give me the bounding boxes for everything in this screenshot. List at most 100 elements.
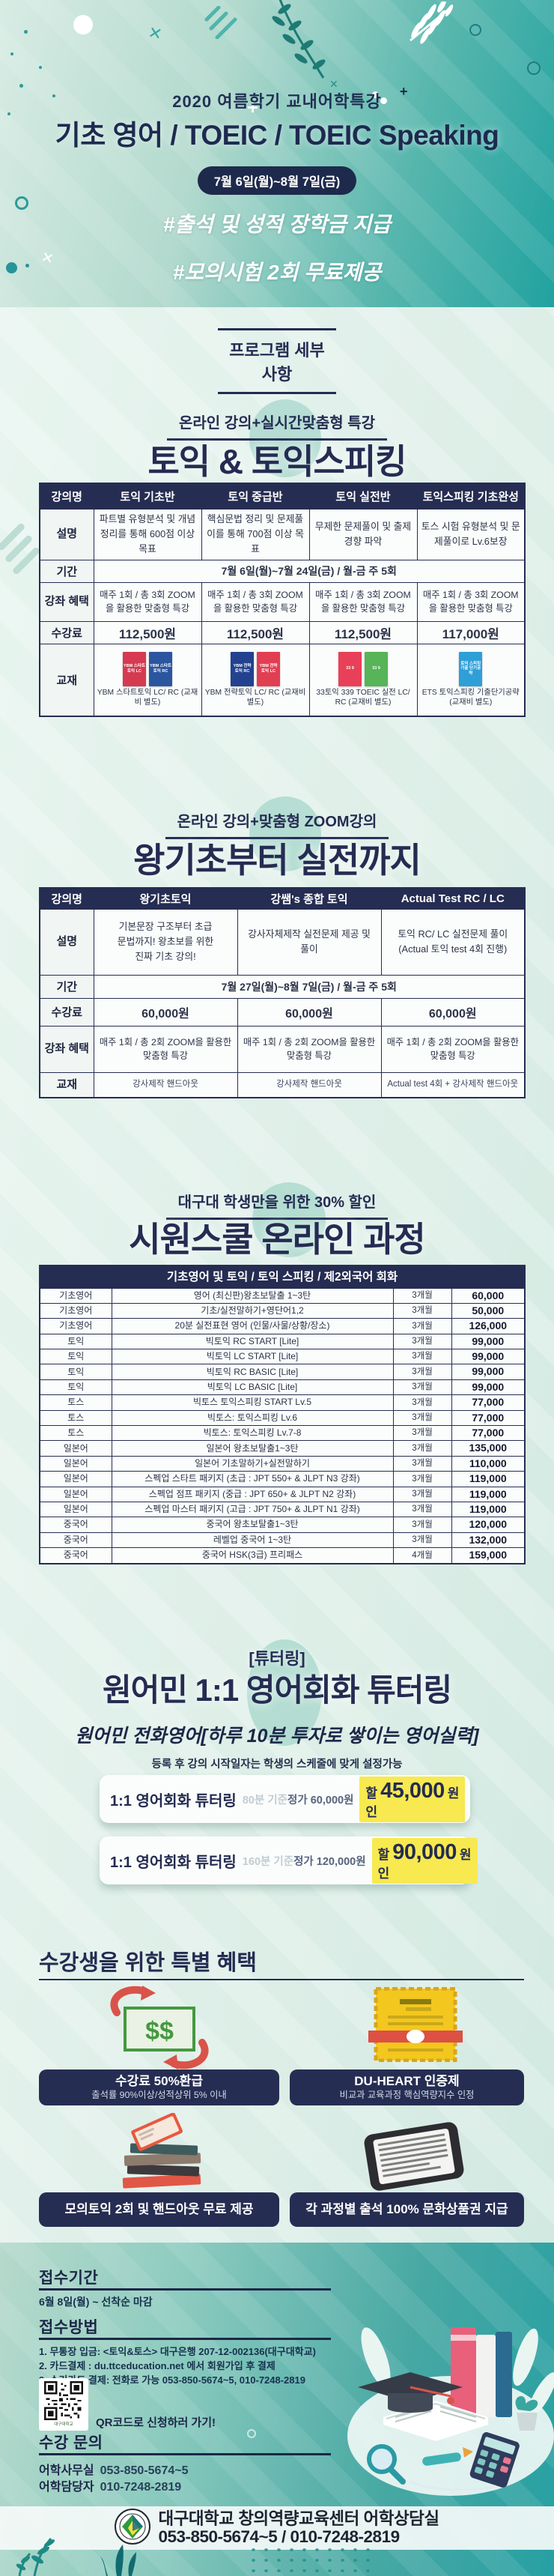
siwon-cell-category: 일본어 <box>39 1440 112 1457</box>
row-label: 강좌 혜택 <box>39 1025 94 1073</box>
tutoring-card-label: 1:1 영어회화 튜터링 <box>110 1792 237 1809</box>
tutoring-card-original-price: 정가 120,000원 <box>293 1855 366 1868</box>
siwon-cell-category: 토스 <box>39 1425 112 1442</box>
toeic-th-corner: 강의명 <box>39 483 94 510</box>
book-cover: YBM 스타트 토익 LC <box>123 651 146 686</box>
siwon-cell-duration: 3개월 <box>392 1409 452 1427</box>
book-caption: 33토익 339 TOEIC 실전 LC/ RC (교재비 별도) <box>316 688 410 707</box>
tutoring-note: 등록 후 강의 시작일자는 학생의 스케줄에 맞게 설정가능 <box>151 1759 403 1771</box>
apply-method-underline <box>39 2338 331 2340</box>
siwon-cell-price: 99,000 <box>451 1333 526 1350</box>
course-book: 강사제작 핸드아웃 <box>93 1071 238 1098</box>
siwon-cell-price: 110,000 <box>451 1455 526 1472</box>
siwon-cell-duration: 3개월 <box>392 1364 452 1380</box>
siwon-cell-category: 중국어 <box>39 1517 112 1533</box>
benefit-badge-title: 각 과정별 출석 100% 문화상품권 지급 <box>305 2201 508 2216</box>
leaf-branch-decoration <box>264 0 331 89</box>
hashtag-scholarship: #출석 및 성적 장학금 지급 <box>162 213 392 236</box>
tutoring-tag: [튜터링] <box>249 1649 305 1668</box>
siwon-cell-name: 빅토스 토익스피킹 START Lv.5 <box>111 1394 394 1411</box>
siwon-cell-name: 빅토스: 토익스피킹 Lv.6 <box>111 1409 394 1427</box>
siwon-cell-price: 99,000 <box>451 1364 526 1380</box>
siwon-subtitle: 대구대 학생만을 위한 30% 할인 <box>165 1190 389 1220</box>
ereader-tablet-icon <box>358 2122 470 2195</box>
siwon-cell-duration: 3개월 <box>392 1318 452 1334</box>
siwon-cell-category: 토익 <box>39 1379 112 1396</box>
tutoring-card: 1:1 영어회화 튜터링 80분 기준 정가 60,000원 할인 45,000… <box>100 1775 470 1823</box>
course-desc: 핵심문법 정리 및 문제풀이를 통해 700점 이상 목표 <box>201 508 310 560</box>
cross-mark-decoration: ✕ <box>329 78 338 90</box>
ring-decoration <box>247 2429 256 2438</box>
siwon-cell-category: 기초영어 <box>39 1287 112 1304</box>
siwon-table-row: 토익 빅토익 RC BASIC [Lite] 3개월 99,000 <box>39 1364 526 1380</box>
teal-dot-decoration <box>24 30 28 34</box>
teal-dot-decoration <box>39 66 42 69</box>
book-cover: YBM 전략 토익 LC <box>257 651 280 686</box>
contact-title: 수강 문의 <box>39 2434 103 2452</box>
row-label: 강좌 혜택 <box>39 581 94 622</box>
siwon-cell-name: 스펙업 마스터 패키지 (고급 : JPT 750+ & JLPT N1 강좌) <box>111 1501 394 1518</box>
siwon-cell-price: 126,000 <box>451 1318 526 1334</box>
teal-dot-decoration <box>10 52 13 55</box>
siwon-cell-category: 토익 <box>39 1364 112 1380</box>
ring-decoration <box>527 61 541 75</box>
benefit-badge-giftcard: 각 과정별 출석 100% 문화상품권 지급 <box>290 2192 524 2227</box>
siwon-table-row: 토스 빅토스 토익스피킹 START Lv.5 3개월 77,000 <box>39 1394 526 1411</box>
siwon-cell-category: 일본어 <box>39 1486 112 1502</box>
siwon-table-row: 중국어 중국어 HSK(3급) 프리패스 4개월 159,000 <box>39 1547 526 1564</box>
siwon-cell-category: 일본어 <box>39 1501 112 1518</box>
siwon-table-body: 기초영어 및 토익 / 토익 스피킹 / 제2외국어 회화 기초영어 영어 (최신… <box>39 1265 526 1564</box>
siwon-cell-name: 일본어 왕초보탈출1~3탄 <box>111 1440 394 1457</box>
book-cover-label: 33 9 <box>346 666 354 671</box>
row-label: 수강료 <box>39 997 94 1027</box>
siwon-cell-price: 120,000 <box>451 1517 526 1533</box>
book-cover-label: 토익 스피킹 기출 단기공략 <box>460 661 481 677</box>
benefit-badge-title: 수강료 50%환급 <box>115 2074 203 2089</box>
siwon-cell-duration: 3개월 <box>392 1425 452 1442</box>
course-book: 강사제작 핸드아웃 <box>237 1071 382 1098</box>
course-books: YBM 전략 토익 RC YBM 전략 토익 LC YBM 전략토익 LC/ RC … <box>201 643 310 717</box>
apply-period-underline <box>39 2288 331 2291</box>
book-covers: YBM 스타트 토익 LC YBM 스타트 토익 RC <box>96 651 200 686</box>
siwon-title: 시원스쿨 온라인 과정 <box>129 1220 425 1259</box>
circle-decoration <box>247 1639 322 1746</box>
ring-decoration <box>15 196 28 210</box>
siwon-cell-category: 중국어 <box>39 1532 112 1549</box>
book-cover-label: YBM 스타트 토익 RC <box>150 664 171 674</box>
benefit-badge-sub: 출석률 90%이상/성적상위 5% 이내 <box>91 2089 227 2100</box>
benefits-title: 수강생을 위한 특별 혜택 <box>39 1951 257 1975</box>
tutoring-card-sale-price: 할인 90,000 원 <box>371 1837 478 1884</box>
book-cover-label: YBM 전략 토익 RC <box>233 664 252 674</box>
basic-subtitle: 온라인 강의+맞춤형 ZOOM강의 <box>165 809 389 839</box>
hero-subtitle: 2020 여름학기 교내어학특강 <box>172 92 382 111</box>
study-illustration <box>338 2312 554 2505</box>
siwon-table-row: 일본어 스펙업 스타트 패키지 (초급 : JPT 550+ & JLPT N3 … <box>39 1471 526 1487</box>
basic-desc-row: 설명 기본문장 구조부터 초급 문법까지! 왕초보를 위한 진짜 기초 강의! … <box>39 908 526 976</box>
book-covers: 33 9 33 9 <box>311 651 416 686</box>
book-covers: YBM 전략 토익 RC YBM 전략 토익 LC <box>204 651 308 686</box>
hero-title: 기초 영어 / TOEIC / TOEIC Speaking <box>55 120 499 151</box>
contact-office: 어학사무실 053-850-5674~5 <box>39 2460 189 2478</box>
book-cover: 33 9 <box>338 651 362 686</box>
row-label: 기간 <box>39 559 94 583</box>
course-books: 토익 스피킹 기출 단기공략 ETS 토익스피킹 기출단기공략 (교재비 별도) <box>416 643 526 717</box>
siwon-cell-duration: 3개월 <box>392 1349 452 1365</box>
book-cover-label: YBM 스타트 토익 LC <box>124 664 145 674</box>
siwon-cell-duration: 3개월 <box>392 1440 452 1457</box>
refund-money-icon: $$ <box>84 1986 234 2073</box>
siwon-cell-name: 빅토익 LC START [Lite] <box>111 1349 394 1365</box>
tutoring-card-basis: 80분 기준 <box>242 1794 288 1806</box>
basic-th-course: Actual Test RC / LC <box>380 887 526 910</box>
siwon-cell-name: 기초/실전말하기+영단어1,2 <box>111 1302 394 1319</box>
basic-table-header-row: 강의명 왕기초토익 강쌤's 종합 토익 Actual Test RC / LC <box>39 887 526 910</box>
siwon-table-row: 일본어 스펙업 마스터 패키지 (고급 : JPT 750+ & JLPT N1 … <box>39 1501 526 1518</box>
white-dot-decoration <box>372 91 379 98</box>
benefit-badge-title: 모의토익 2회 및 핸드아웃 무료 제공 <box>64 2201 254 2216</box>
siwon-cell-category: 토익 <box>39 1333 112 1350</box>
tutoring-card-sale-price: 할인 45,000 원 <box>359 1776 466 1822</box>
toeic-th-course: 토익 실전반 <box>308 483 418 510</box>
contact-value: 010-7248-2819 <box>100 2481 182 2494</box>
teal-dot-decoration <box>25 264 29 267</box>
qr-code: 대구대학교 <box>39 2378 88 2431</box>
